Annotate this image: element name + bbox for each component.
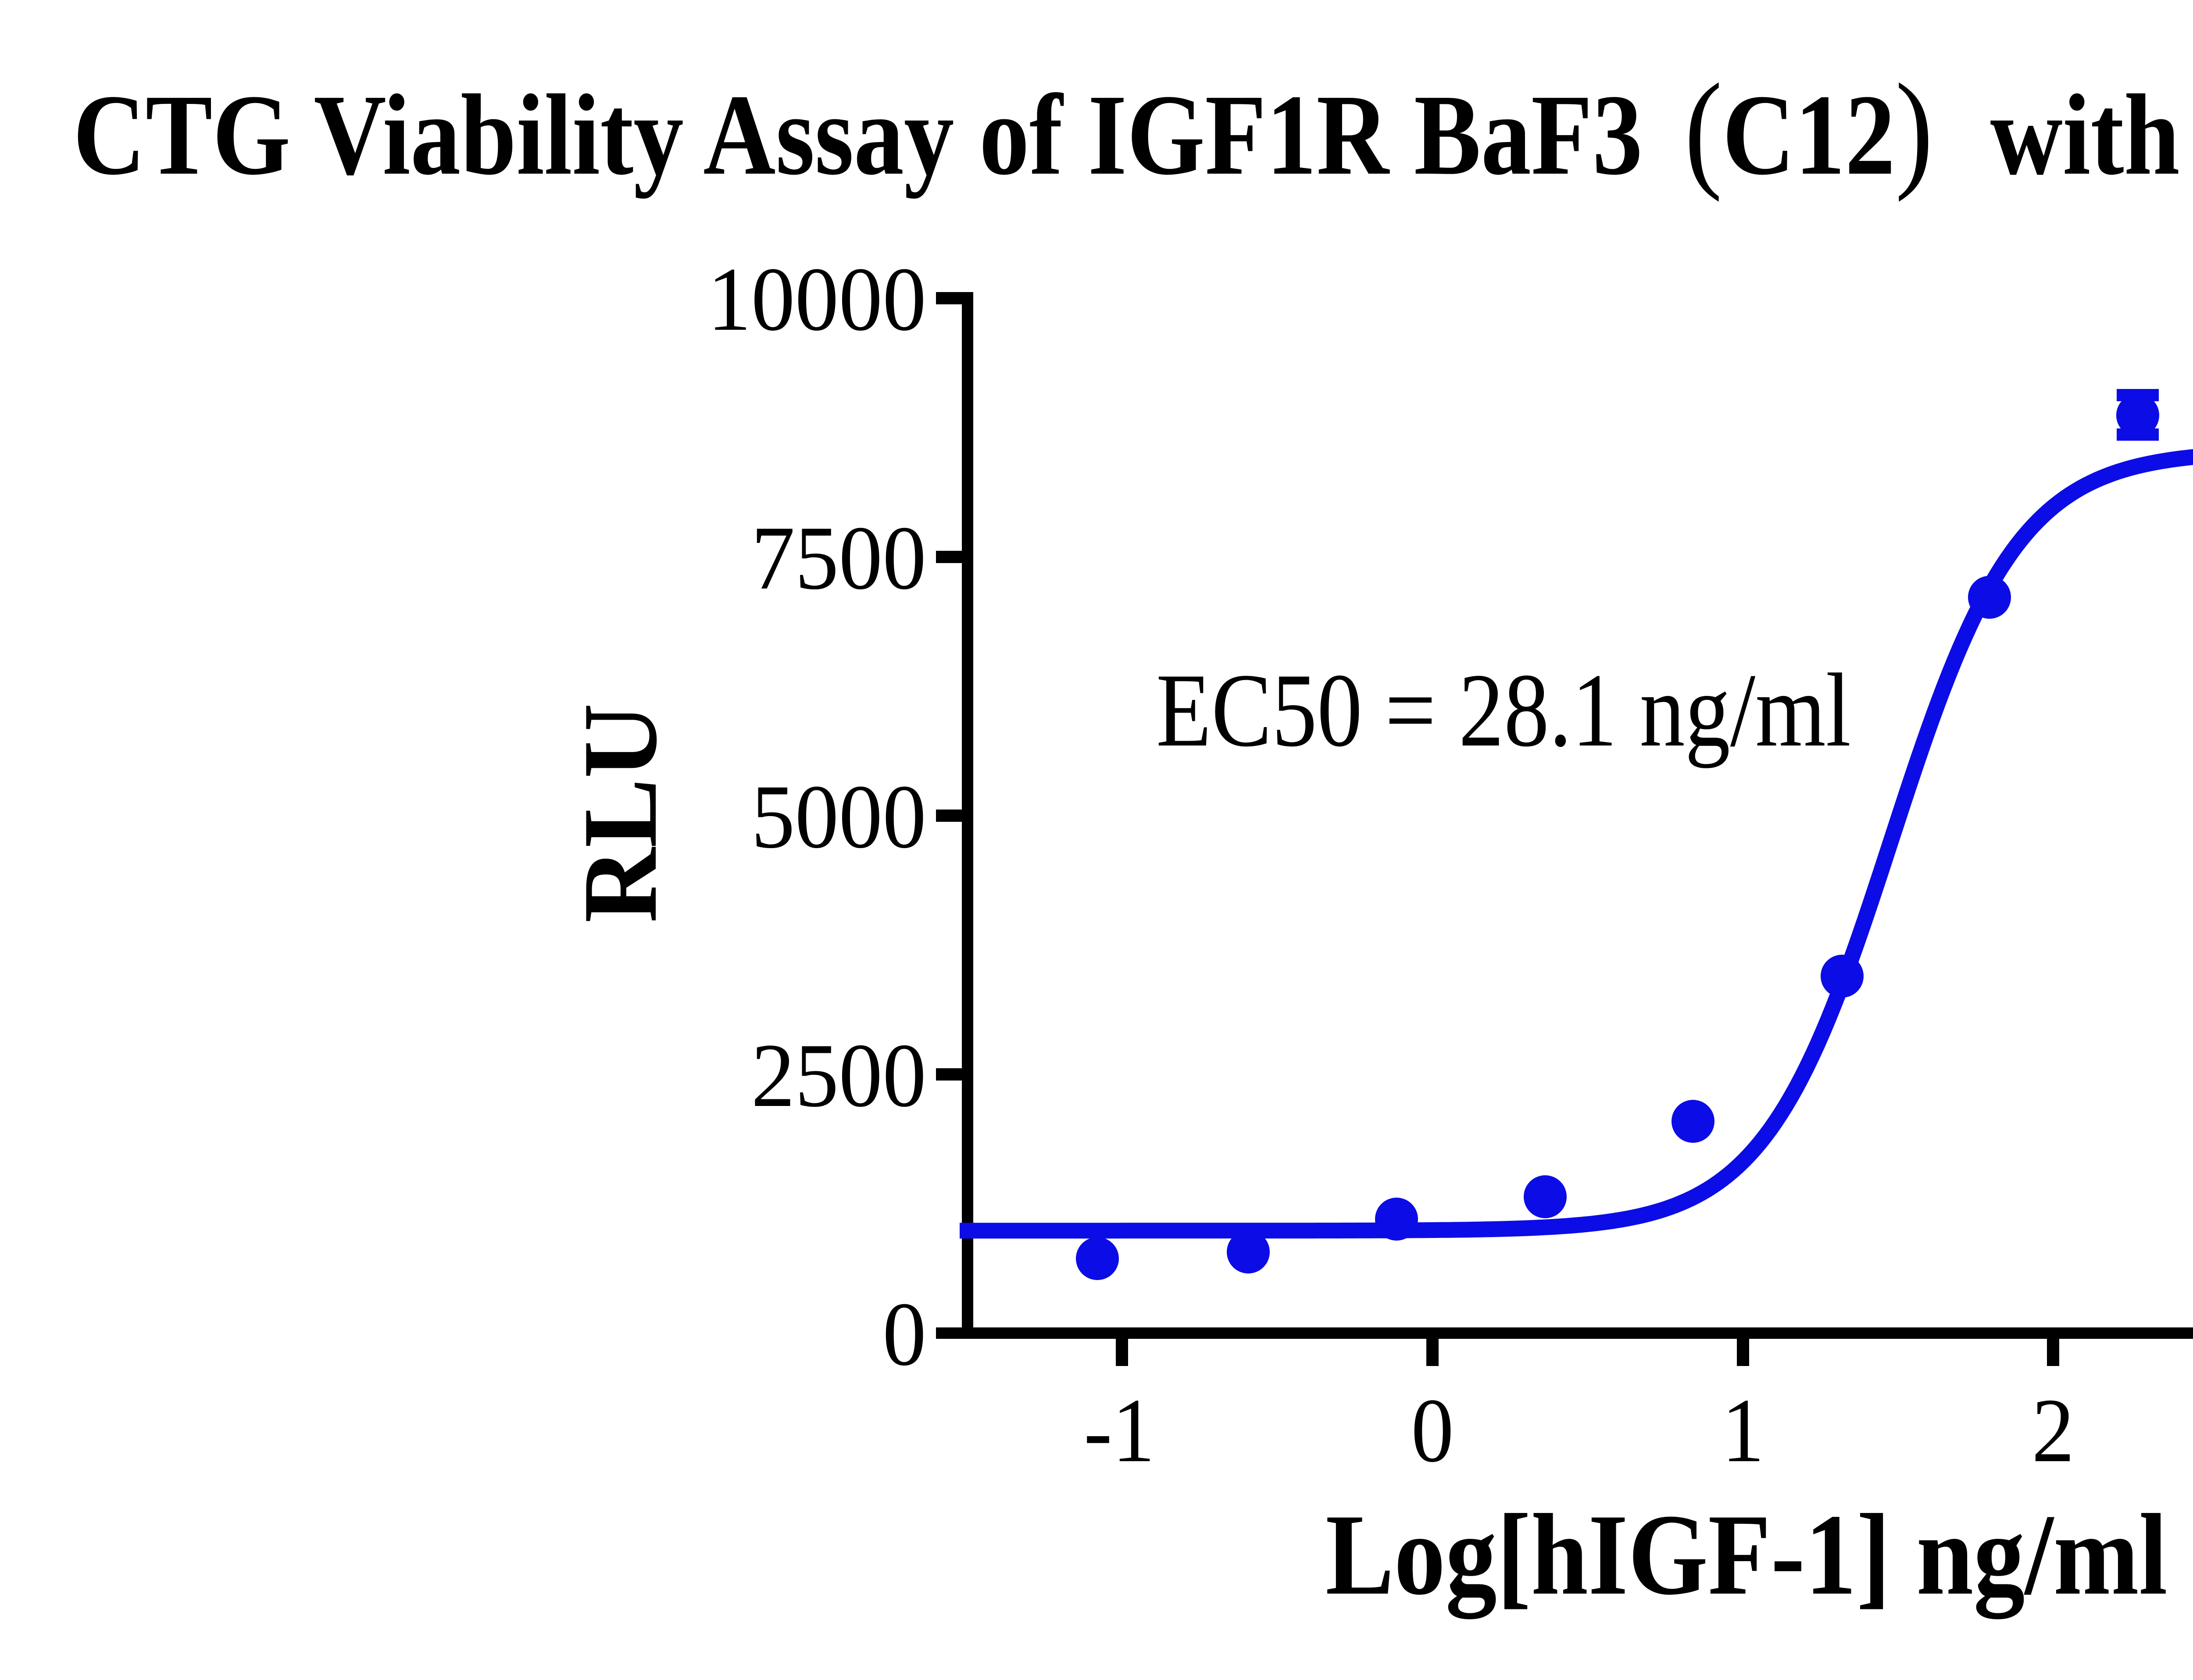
svg-text:CTG Viability Assay of IGF1R B: CTG Viability Assay of IGF1R BaF3 (C12) wi… <box>73 57 2193 203</box>
svg-text:2500: 2500 <box>751 1025 926 1126</box>
svg-text:2: 2 <box>2032 1380 2074 1481</box>
svg-text:7500: 7500 <box>751 507 926 609</box>
svg-text:1: 1 <box>1722 1380 1764 1481</box>
svg-text:0: 0 <box>882 1284 926 1385</box>
svg-text:EC50 = 28.1 ng/ml: EC50 = 28.1 ng/ml <box>1156 653 1851 769</box>
svg-text:Log[hIGF-1] ng/ml: Log[hIGF-1] ng/ml <box>1325 1491 2168 1619</box>
svg-text:RLU: RLU <box>561 703 679 923</box>
svg-text:0: 0 <box>1411 1380 1454 1481</box>
svg-text:10000: 10000 <box>707 249 926 350</box>
svg-text:-1: -1 <box>1084 1380 1155 1481</box>
svg-text:5000: 5000 <box>751 766 926 867</box>
